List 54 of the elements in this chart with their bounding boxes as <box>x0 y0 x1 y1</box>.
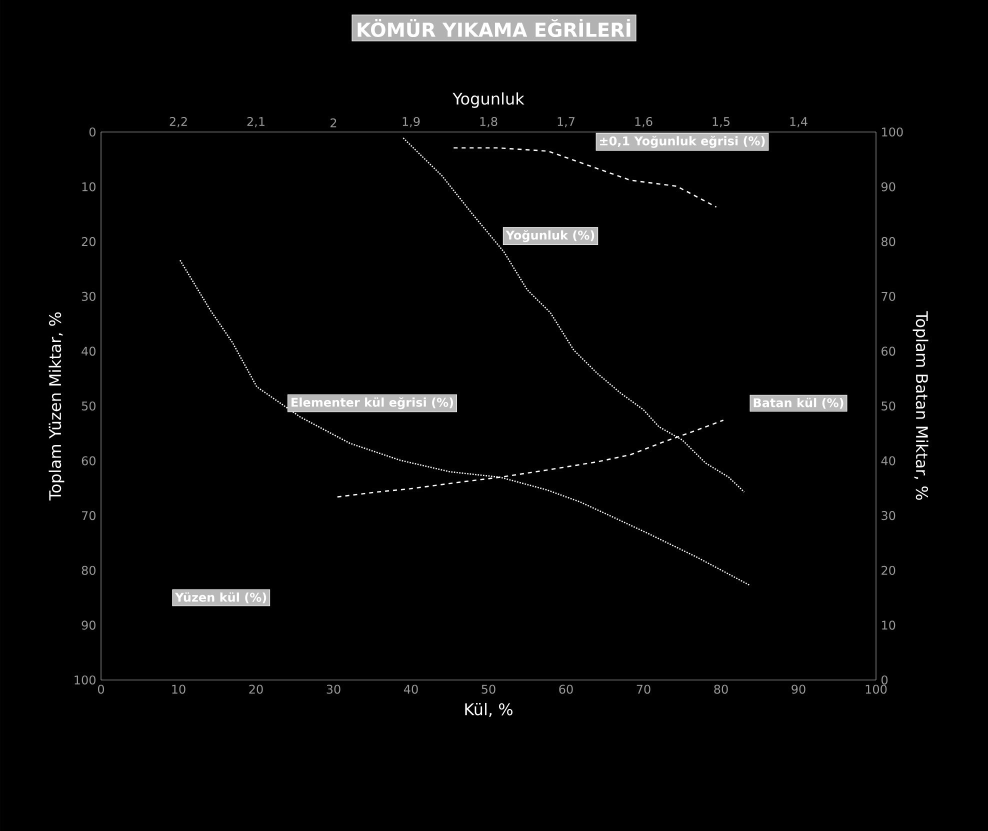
x-tick-label: 10 <box>172 684 186 694</box>
y2-tick-label: 90 <box>881 182 896 192</box>
y2-tick-label: 30 <box>882 511 896 520</box>
x2-tick-label: 2,2 <box>170 116 187 128</box>
x-tick-label: 70 <box>636 684 650 694</box>
y2-axis-title: Toplam Batan Miktar, % <box>912 311 928 500</box>
x-tick-label: 60 <box>559 684 573 694</box>
y-tick-label: 60 <box>82 456 96 466</box>
x-tick-label: 20 <box>249 684 263 694</box>
y-tick-label: 70 <box>82 511 96 520</box>
y2-tick-label: 40 <box>881 456 896 466</box>
line-series <box>179 260 750 586</box>
x2-tick-label: 1,5 <box>712 117 730 128</box>
annotation: Yüzen kül (%) <box>175 592 266 604</box>
x-tick-label: 50 <box>482 684 496 694</box>
chart-title: KÖMÜR YIKAMA EĞRİLERİ <box>358 18 630 38</box>
y-tick-label: 10 <box>82 182 96 192</box>
y-tick-label: 90 <box>82 620 96 630</box>
x2-axis-title: Yogunluk <box>452 92 524 108</box>
x2-tick-label: 2,1 <box>247 116 264 128</box>
x2-tick-label: 1,8 <box>480 116 498 128</box>
x2-tick-label: 1,4 <box>790 117 808 128</box>
y-tick-label: 100 <box>74 675 96 685</box>
x-tick-label: 90 <box>792 684 806 694</box>
y2-tick-label: 0 <box>882 675 888 685</box>
y2-tick-label: 20 <box>882 566 896 575</box>
y2-tick-label: 100 <box>882 127 903 137</box>
y2-tick-label: 50 <box>882 401 896 411</box>
x2-tick-label: 2 <box>330 118 336 128</box>
annotation: Yoğunluk (%) <box>506 230 594 242</box>
x2-tick-label: 1,6 <box>635 116 652 128</box>
y2-tick-label: 80 <box>882 237 896 246</box>
x-tick-label: 30 <box>326 684 340 694</box>
y-tick-label: 0 <box>89 127 96 137</box>
y-tick-label: 20 <box>82 237 96 246</box>
x2-tick-label: 1,9 <box>402 116 420 128</box>
y2-tick-label: 10 <box>882 620 896 630</box>
y-tick-label: 30 <box>82 292 96 301</box>
x-tick-label: 40 <box>404 684 418 694</box>
line-series <box>452 147 718 208</box>
y-tick-label: 80 <box>82 566 96 575</box>
y2-tick-label: 70 <box>882 292 896 301</box>
y2-tick-label: 60 <box>882 346 896 356</box>
x-tick-label: 0 <box>98 684 104 694</box>
y-tick-label: 50 <box>82 401 96 411</box>
x-tick-label: 100 <box>866 684 887 694</box>
x2-tick-label: 1,7 <box>558 117 575 128</box>
annotation: Batan kül (%) <box>754 398 844 409</box>
y-tick-label: 40 <box>82 346 96 356</box>
x-axis-title: Kül, % <box>465 702 512 717</box>
x-tick-label: 80 <box>714 684 728 694</box>
annotation: ±0,1 Yoğunluk eğrisi (%) <box>600 136 765 148</box>
y-axis-title: Toplam Yüzen Miktar, % <box>48 312 64 501</box>
annotation: Elementer kül eğrisi (%) <box>292 397 454 410</box>
